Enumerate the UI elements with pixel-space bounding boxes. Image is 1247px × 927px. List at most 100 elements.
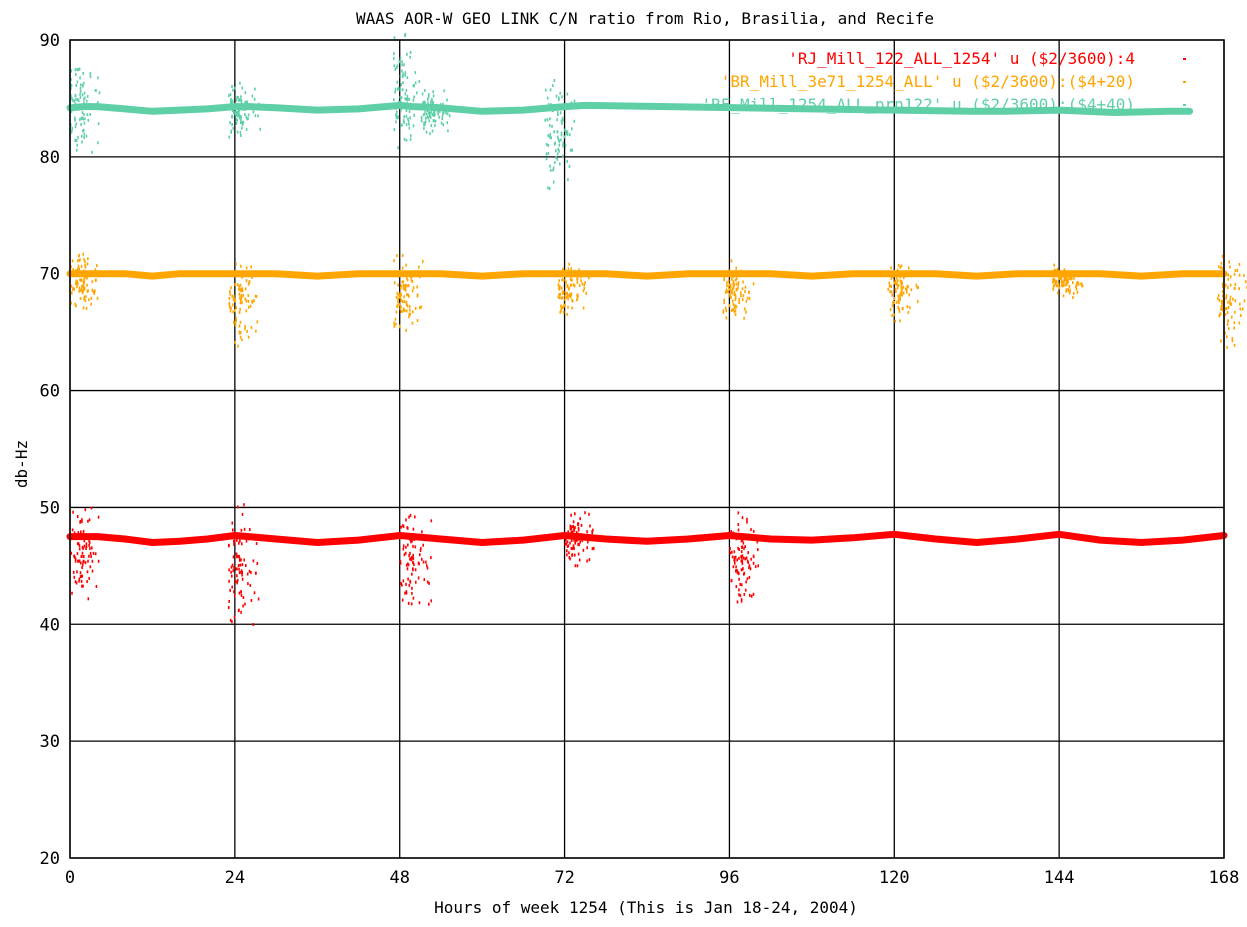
burst-point <box>401 583 403 587</box>
burst-point <box>423 105 425 109</box>
burst-point <box>91 546 93 550</box>
burst-point <box>1227 286 1229 290</box>
burst-point <box>404 34 406 38</box>
burst-point <box>550 103 552 107</box>
burst-point <box>548 106 550 110</box>
burst-point <box>229 309 232 313</box>
burst-point <box>236 555 238 559</box>
burst-point <box>558 149 560 153</box>
burst-point <box>403 284 406 288</box>
burst-point <box>734 313 737 316</box>
data-point <box>1166 109 1172 114</box>
burst-point <box>443 110 445 114</box>
burst-point <box>1226 311 1229 314</box>
burst-point <box>256 562 259 565</box>
burst-point <box>230 306 232 310</box>
data-point <box>562 533 567 538</box>
burst-point <box>411 586 413 590</box>
burst-point <box>734 296 737 299</box>
burst-point <box>406 76 409 80</box>
burst-point <box>414 71 417 75</box>
burst-point <box>736 288 738 292</box>
burst-point <box>564 128 566 132</box>
burst-point <box>70 551 73 555</box>
burst-point <box>732 308 734 312</box>
burst-point <box>561 104 563 108</box>
burst-point <box>400 310 403 313</box>
burst-point <box>576 277 579 281</box>
burst-point <box>241 577 244 581</box>
burst-point <box>734 309 737 313</box>
burst-point <box>81 520 83 524</box>
burst-point <box>752 554 755 558</box>
burst-point <box>406 293 408 297</box>
burst-point <box>578 284 581 287</box>
burst-point <box>897 263 900 267</box>
burst-point <box>566 284 569 288</box>
burst-point <box>397 274 399 278</box>
burst-point <box>547 152 550 155</box>
burst-point <box>239 296 241 300</box>
burst-point <box>408 294 410 298</box>
burst-point <box>426 112 428 116</box>
burst-point <box>238 556 241 560</box>
burst-point <box>71 273 74 277</box>
burst-point <box>570 295 572 299</box>
burst-point <box>88 541 91 545</box>
burst-point <box>426 564 428 568</box>
series-layer <box>66 32 1247 626</box>
burst-point <box>737 523 740 527</box>
burst-point <box>1219 312 1222 316</box>
burst-point <box>83 539 86 543</box>
burst-point <box>1053 277 1055 281</box>
burst-point <box>234 283 236 287</box>
burst-point <box>402 119 405 123</box>
burst-point <box>412 527 415 531</box>
burst-point <box>424 120 427 124</box>
burst-point <box>240 264 242 268</box>
burst-point <box>552 168 554 172</box>
burst-point <box>560 119 563 123</box>
burst-point <box>571 536 573 540</box>
burst-point <box>95 585 98 588</box>
burst-point <box>408 97 410 101</box>
burst-point <box>418 80 421 83</box>
burst-point <box>85 547 87 550</box>
burst-point <box>241 126 243 130</box>
burst-point <box>556 106 559 110</box>
burst-point <box>574 534 577 538</box>
burst-point <box>893 270 895 273</box>
burst-point <box>1229 265 1231 269</box>
burst-point <box>233 320 235 324</box>
burst-point <box>234 110 237 114</box>
burst-point <box>573 526 575 530</box>
burst-point <box>1220 305 1223 309</box>
burst-point <box>730 285 732 289</box>
burst-point <box>400 286 402 290</box>
burst-point <box>77 99 80 103</box>
burst-point <box>78 559 81 563</box>
burst-point <box>740 294 742 298</box>
burst-point <box>735 270 737 274</box>
burst-point <box>572 544 575 548</box>
burst-point <box>409 116 411 120</box>
data-point <box>1056 532 1062 537</box>
burst-point <box>74 125 77 129</box>
data-point <box>582 103 588 108</box>
burst-point <box>736 600 739 604</box>
burst-point <box>730 288 732 292</box>
burst-point <box>250 103 253 107</box>
burst-point <box>557 111 559 115</box>
burst-point <box>80 117 83 121</box>
burst-point <box>1232 297 1234 301</box>
burst-point <box>83 555 85 558</box>
burst-point <box>409 579 411 583</box>
burst-point <box>893 297 896 301</box>
data-point <box>1111 110 1117 115</box>
burst-point <box>76 280 78 284</box>
burst-point <box>232 555 235 559</box>
burst-point <box>248 305 250 309</box>
burst-point <box>240 293 243 297</box>
burst-point <box>403 553 406 557</box>
burst-point <box>1234 310 1236 314</box>
